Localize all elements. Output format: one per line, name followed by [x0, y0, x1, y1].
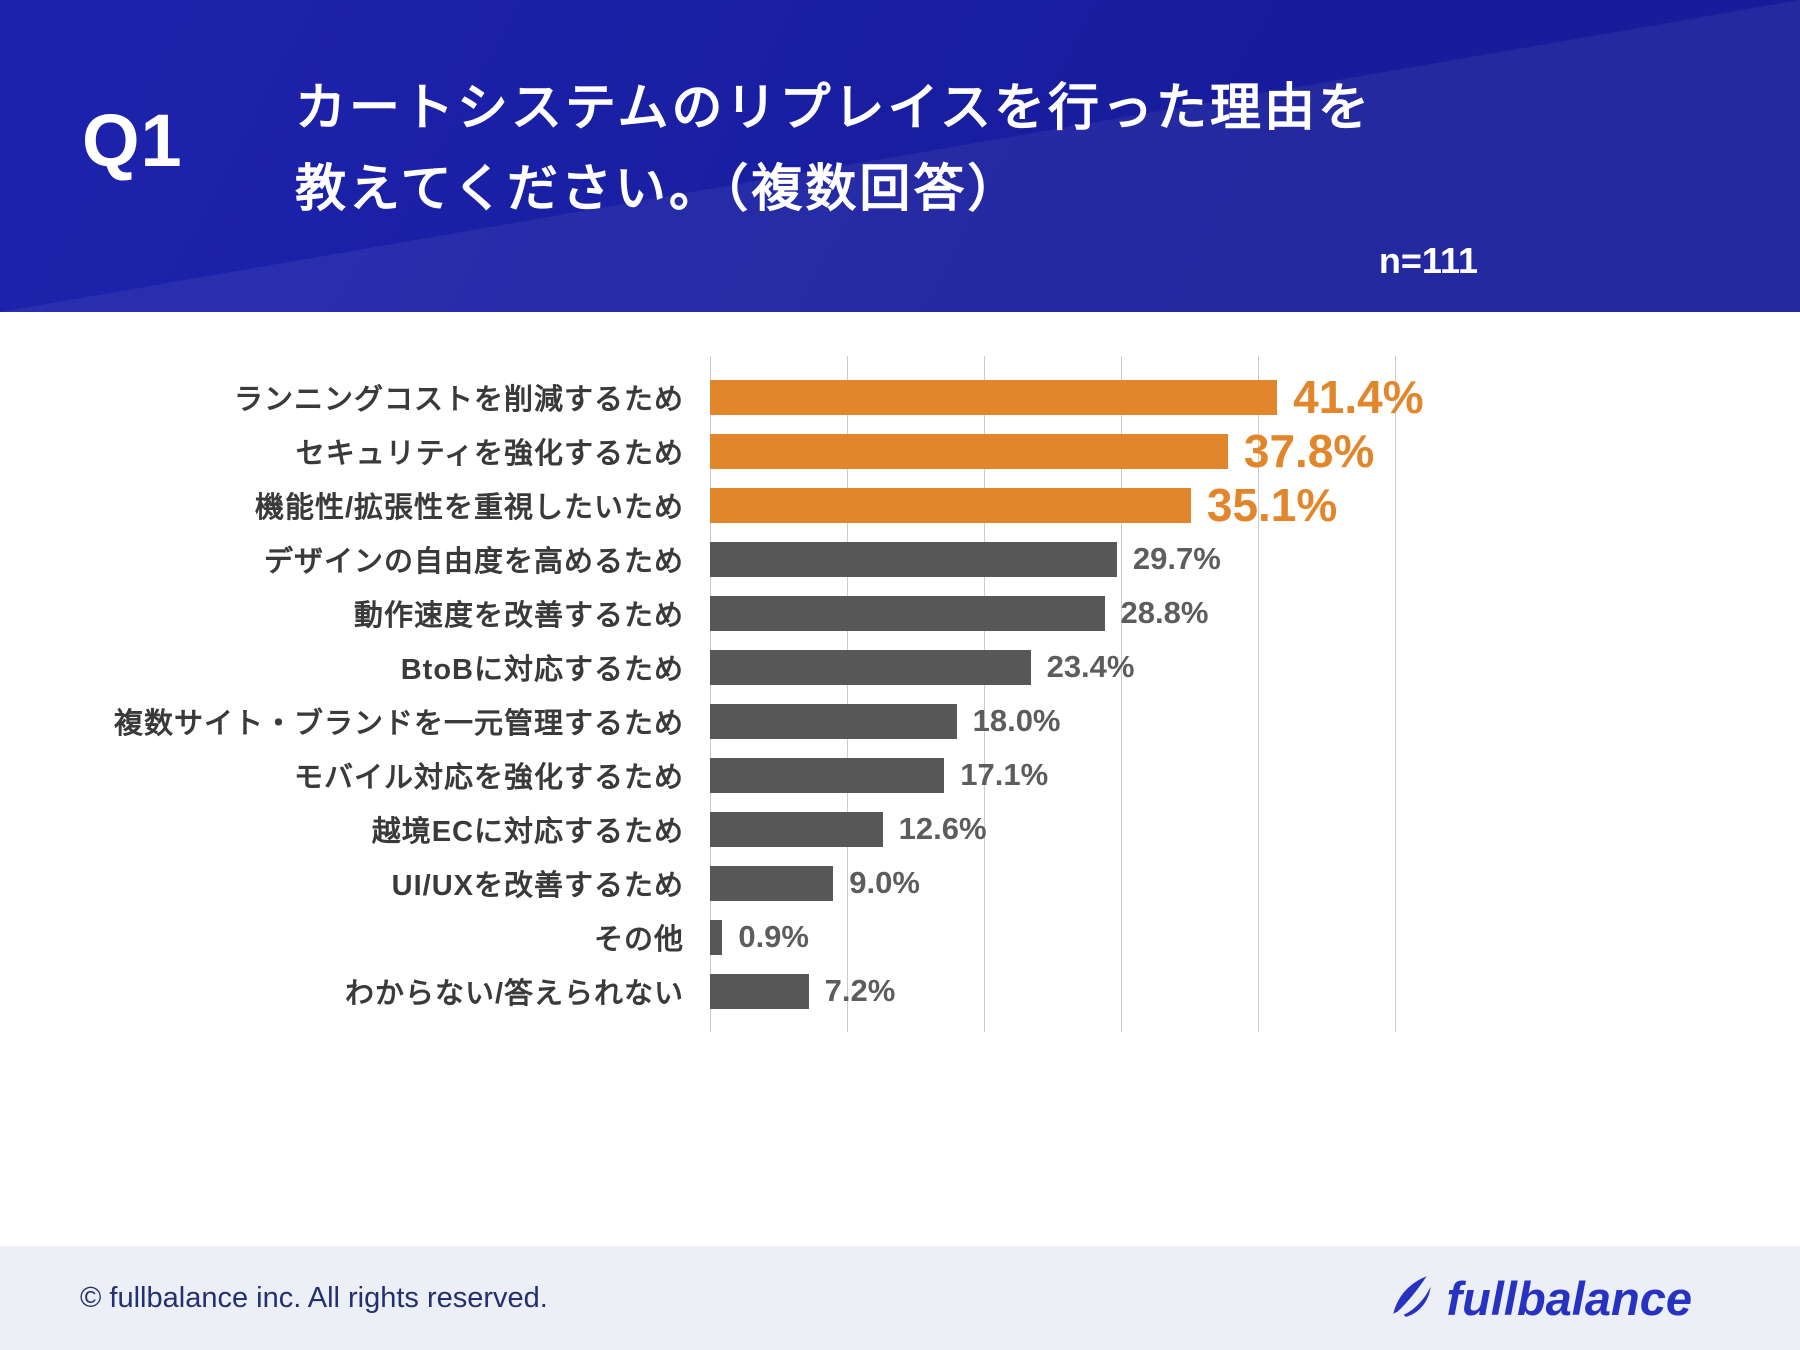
value-label: 28.8%	[1120, 595, 1209, 630]
chart-row: UI/UXを改善するため 9.0%	[0, 856, 1800, 910]
chart-rows: ランニングコストを削減するため 41.4% セキュリティを強化するため 37.8% 機能…	[0, 370, 1800, 1018]
bar	[710, 595, 1105, 631]
chart-row: 動作速度を改善するため 28.8%	[0, 586, 1800, 640]
category-label: 動作速度を改善するため	[353, 600, 684, 632]
bar	[710, 973, 809, 1009]
chart-row: ランニングコストを削減するため 41.4%	[0, 370, 1800, 424]
plot-area: 41.4%	[710, 370, 1424, 424]
gridline	[1258, 356, 1259, 1032]
plot-area: 12.6%	[710, 802, 1395, 856]
category-label: 機能性/拡張性を重視したいため	[254, 492, 684, 524]
category-label: BtoBに対応するため	[400, 654, 684, 686]
gridline	[1395, 356, 1396, 1032]
bar	[710, 811, 883, 847]
value-label: 29.7%	[1132, 541, 1221, 576]
value-label: 9.0%	[849, 865, 920, 900]
value-label: 18.0%	[972, 703, 1061, 738]
value-label: 37.8%	[1243, 425, 1375, 477]
chart-row: モバイル対応を強化するため 17.1%	[0, 748, 1800, 802]
company-logo: fullbalance	[1386, 1271, 1692, 1326]
category-label: その他	[593, 924, 684, 956]
footer: © fullbalance inc. All rights reserved. …	[0, 1246, 1800, 1350]
bar	[710, 433, 1228, 469]
chart-row: デザインの自由度を高めるため 29.7%	[0, 532, 1800, 586]
chart-row: BtoBに対応するため 23.4%	[0, 640, 1800, 694]
value-label: 41.4%	[1293, 371, 1424, 423]
sample-size-label: n=111	[1378, 240, 1478, 281]
value-label: 35.1%	[1206, 479, 1338, 531]
question-number: Q1	[82, 99, 183, 182]
bar	[710, 649, 1031, 685]
category-label: UI/UXを改善するため	[391, 870, 684, 902]
plot-area: 18.0%	[710, 694, 1395, 748]
chart-row: 複数サイト・ブランドを一元管理するため 18.0%	[0, 694, 1800, 748]
chart-row: 機能性/拡張性を重視したいため 35.1%	[0, 478, 1800, 532]
chart-row: わからない/答えられない 7.2%	[0, 964, 1800, 1018]
bar	[710, 757, 945, 793]
category-label: モバイル対応を強化するため	[293, 762, 684, 794]
value-label: 23.4%	[1046, 649, 1135, 684]
gridline	[847, 356, 848, 1032]
category-label: 越境ECに対応するため	[371, 816, 684, 848]
value-label: 17.1%	[960, 757, 1049, 792]
title-line-1: カートシステムのリプレイスを行った理由を	[295, 79, 1372, 136]
plot-area: 9.0%	[710, 856, 1395, 910]
plot-area: 28.8%	[710, 586, 1395, 640]
gridlines	[710, 356, 1396, 1032]
plot-area: 35.1%	[710, 478, 1395, 532]
bar	[710, 865, 834, 901]
bar	[710, 379, 1278, 415]
bar	[710, 541, 1117, 577]
header-banner: Q1 カートシステムのリプレイスを行った理由を 教えてください。（複数回答） n…	[0, 0, 1800, 312]
chart-row: その他 0.9%	[0, 910, 1800, 964]
category-label: デザインの自由度を高めるため	[263, 546, 684, 578]
chart-row: セキュリティを強化するため 37.8%	[0, 424, 1800, 478]
category-label: わからない/答えられない	[344, 978, 684, 1010]
chart-row: 越境ECに対応するため 12.6%	[0, 802, 1800, 856]
feather-icon	[1386, 1271, 1436, 1326]
plot-area: 23.4%	[710, 640, 1395, 694]
copyright-text: © fullbalance inc. All rights reserved.	[80, 1281, 548, 1314]
value-label: 7.2%	[824, 973, 896, 1008]
gridline	[984, 356, 985, 1032]
value-label: 0.9%	[738, 919, 809, 954]
category-label: セキュリティを強化するため	[295, 438, 684, 470]
plot-area: 37.8%	[710, 424, 1395, 478]
category-label: 複数サイト・ブランドを一元管理するため	[113, 708, 684, 740]
title-line-2: 教えてください。（複数回答）	[295, 159, 1022, 217]
value-label: 12.6%	[898, 811, 987, 846]
gridline	[710, 356, 711, 1032]
category-label: ランニングコストを削減するため	[233, 384, 684, 416]
logo-text: fullbalance	[1446, 1271, 1692, 1325]
plot-area: 29.7%	[710, 532, 1395, 586]
bar	[710, 487, 1191, 523]
plot-area: 0.9%	[710, 910, 1395, 964]
bar	[710, 703, 957, 739]
plot-area: 7.2%	[710, 964, 1395, 1018]
plot-area: 17.1%	[710, 748, 1395, 802]
bar-chart: ランニングコストを削減するため 41.4% セキュリティを強化するため 37.8% 機能…	[0, 356, 1800, 1032]
gridline	[1121, 356, 1122, 1032]
bar	[710, 919, 723, 955]
page-title: カートシステムのリプレイスを行った理由を 教えてください。（複数回答）	[295, 68, 1372, 229]
